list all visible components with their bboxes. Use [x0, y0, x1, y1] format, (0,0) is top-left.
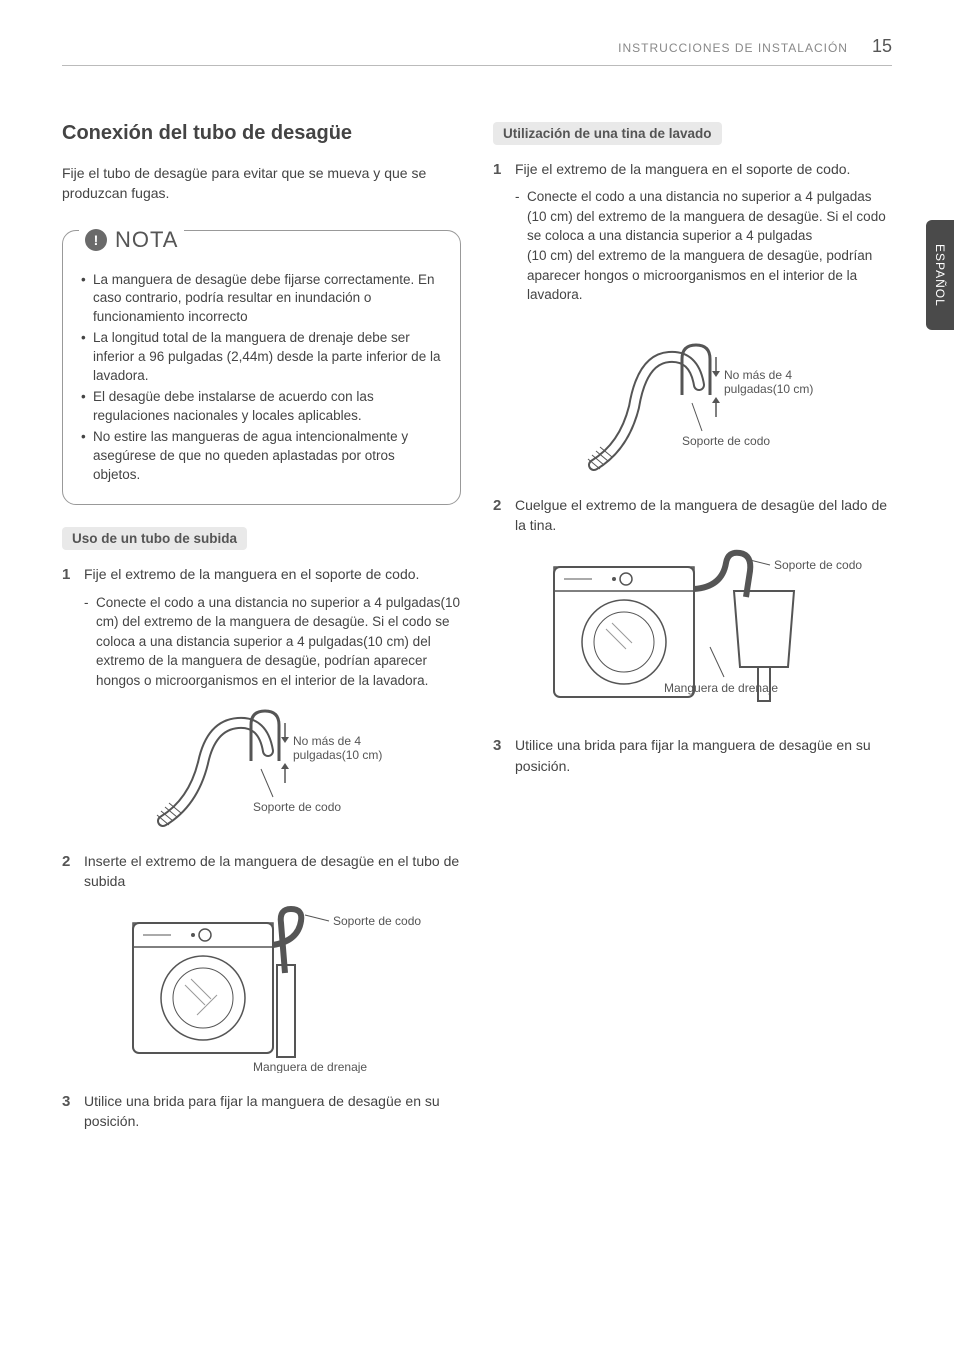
step-item: Fije el extremo de la manguera en el sop… — [493, 159, 892, 477]
step-item: Utilice una brida para fijar la manguera… — [493, 735, 892, 776]
intro-paragraph: Fije el tubo de desagüe para evitar que … — [62, 163, 461, 204]
step-note: Conecte el codo a una distancia no super… — [84, 593, 461, 691]
washer-standpipe-icon: Soporte de codo Manguera de drenaje — [113, 903, 433, 1073]
fig-label: Soporte de codo — [333, 914, 421, 928]
note-item: La manguera de desagüe debe fijarse corr… — [81, 271, 442, 328]
note-item: La longitud total de la manguera de dren… — [81, 329, 442, 386]
washer-tub-icon: Soporte de codo Manguera de drenaje — [534, 547, 874, 717]
step-item: Fije el extremo de la manguera en el sop… — [62, 564, 461, 832]
page-number: 15 — [872, 36, 892, 57]
right-column: Utilización de una tina de lavado Fije e… — [493, 122, 892, 1148]
step-note: Conecte el codo a una distancia no super… — [515, 187, 892, 304]
fig-label: pulgadas(10 cm) — [724, 382, 813, 396]
step-text: Inserte el extremo de la manguera de des… — [84, 853, 459, 889]
step-text: Fije el extremo de la manguera en el sop… — [84, 566, 419, 582]
fig-label: No más de 4 — [724, 368, 792, 382]
washer-standpipe-figure: Soporte de codo Manguera de drenaje — [84, 903, 461, 1073]
page-header: INSTRUCCIONES DE INSTALACIÓN 15 — [62, 36, 892, 66]
note-label: NOTA — [115, 227, 178, 253]
fig-label: pulgadas(10 cm) — [293, 748, 382, 762]
fig-label: Soporte de codo — [253, 800, 341, 814]
step-item: Utilice una brida para fijar la manguera… — [62, 1091, 461, 1132]
fig-label: Soporte de codo — [774, 558, 862, 572]
washer-tub-figure: Soporte de codo Manguera de drenaje — [515, 547, 892, 717]
language-tab: ESPAÑOL — [926, 220, 954, 330]
step-text: Fije el extremo de la manguera en el sop… — [515, 161, 850, 177]
language-tab-label: ESPAÑOL — [933, 244, 947, 307]
section-header: INSTRUCCIONES DE INSTALACIÓN — [618, 41, 848, 55]
step-item: Inserte el extremo de la manguera de des… — [62, 851, 461, 1074]
steps-list: Fije el extremo de la manguera en el sop… — [493, 159, 892, 776]
fig-label: Manguera de drenaje — [253, 1060, 367, 1073]
hose-elbow-icon: No más de 4 pulgadas(10 cm) Soporte de c… — [574, 317, 834, 477]
step-text: Cuelgue el extremo de la manguera de des… — [515, 497, 887, 533]
fig-label: Manguera de drenaje — [664, 681, 778, 695]
subsection-heading: Utilización de una tina de lavado — [493, 122, 722, 145]
step-text: Utilice una brida para fijar la manguera… — [84, 1093, 440, 1129]
left-column: Conexión del tubo de desagüe Fije el tub… — [62, 122, 461, 1148]
note-item: El desagüe debe instalarse de acuerdo co… — [81, 388, 442, 426]
hose-elbow-icon: No más de 4 pulgadas(10 cm) Soporte de c… — [143, 703, 403, 833]
content-columns: Conexión del tubo de desagüe Fije el tub… — [62, 122, 892, 1148]
fig-label: Soporte de codo — [682, 434, 770, 448]
note-box: ! NOTA La manguera de desagüe debe fijar… — [62, 230, 461, 506]
note-list: La manguera de desagüe debe fijarse corr… — [81, 271, 442, 485]
hose-elbow-figure: No más de 4 pulgadas(10 cm) Soporte de c… — [515, 317, 892, 477]
subsection-heading: Uso de un tubo de subida — [62, 527, 247, 550]
step-text: Utilice una brida para fijar la manguera… — [515, 737, 871, 773]
section-title: Conexión del tubo de desagüe — [62, 122, 461, 145]
note-item: No estire las mangueras de agua intencio… — [81, 428, 442, 485]
steps-list: Fije el extremo de la manguera en el sop… — [62, 564, 461, 1131]
fig-label: No más de 4 — [293, 734, 361, 748]
step-item: Cuelgue el extremo de la manguera de des… — [493, 495, 892, 718]
alert-icon: ! — [85, 229, 107, 251]
note-heading: ! NOTA — [79, 227, 184, 253]
hose-elbow-figure: No más de 4 pulgadas(10 cm) Soporte de c… — [84, 703, 461, 833]
